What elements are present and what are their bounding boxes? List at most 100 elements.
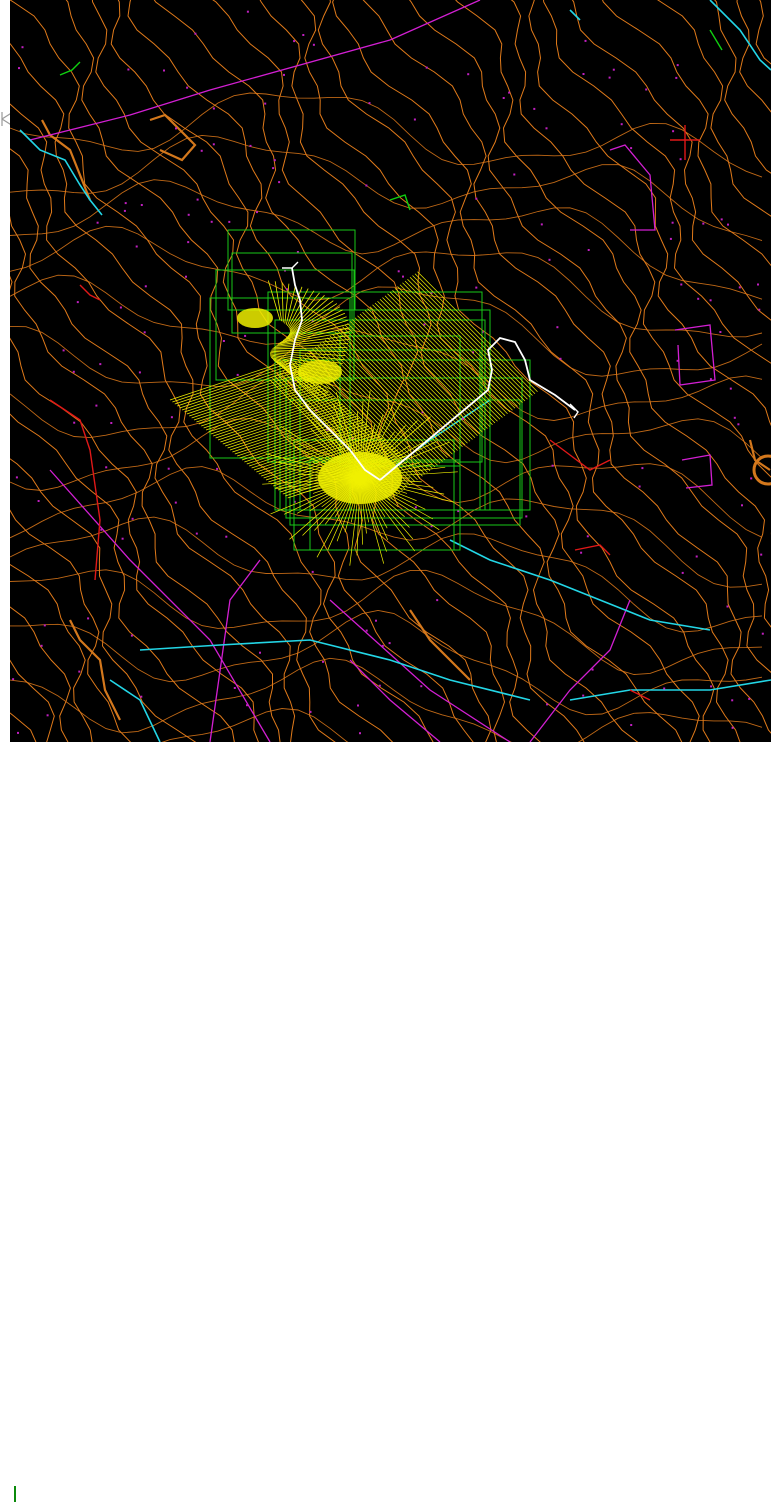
survey-point: [175, 127, 177, 129]
survey-point: [286, 288, 288, 290]
profile-line: [345, 325, 465, 445]
survey-point: [99, 363, 101, 365]
survey-point: [549, 259, 551, 261]
survey-point: [95, 405, 97, 407]
survey-point: [697, 298, 699, 300]
survey-point: [415, 506, 417, 508]
viewport-frame: [286, 378, 522, 518]
survey-point: [677, 360, 679, 362]
contour-line: [543, 0, 771, 742]
survey-point: [758, 309, 760, 311]
survey-point: [672, 130, 674, 132]
green-feature: [60, 62, 80, 75]
profile-line: [373, 305, 493, 425]
stream-line: [570, 680, 771, 700]
survey-point: [641, 467, 643, 469]
survey-point: [310, 711, 312, 713]
contour-line: [348, 0, 771, 742]
survey-point: [302, 34, 304, 36]
contour-line: [10, 0, 151, 742]
survey-point: [750, 477, 752, 479]
survey-point: [702, 223, 704, 225]
survey-point: [283, 74, 285, 76]
boundary-line: [682, 455, 712, 488]
contour-line: [10, 275, 762, 376]
contour-line: [10, 0, 43, 742]
contour-line: [10, 0, 18, 742]
contour-lines-layer: [10, 0, 771, 742]
survey-point: [22, 46, 24, 48]
profile-line: [282, 282, 283, 322]
survey-point: [762, 633, 764, 635]
contour-line: [10, 93, 762, 177]
survey-point: [721, 218, 723, 220]
survey-point: [525, 515, 527, 517]
survey-point: [588, 249, 590, 251]
survey-point: [503, 97, 505, 99]
survey-point: [168, 468, 170, 470]
stream-line: [570, 10, 580, 20]
survey-point: [730, 388, 732, 390]
survey-point: [680, 158, 682, 160]
drawing-viewport[interactable]: [10, 0, 771, 742]
profile-dense-area: [237, 308, 273, 328]
survey-point: [145, 285, 147, 287]
survey-point: [734, 417, 736, 419]
survey-point: [194, 33, 196, 35]
survey-point: [131, 635, 133, 637]
survey-point: [136, 246, 138, 248]
survey-point: [185, 276, 187, 278]
survey-point: [748, 698, 750, 700]
survey-point: [462, 418, 464, 420]
survey-point: [188, 214, 190, 216]
survey-point: [122, 538, 124, 540]
contour-line: [10, 709, 762, 743]
survey-point: [475, 287, 477, 289]
survey-point: [582, 695, 584, 697]
survey-point: [680, 284, 682, 286]
survey-point: [552, 465, 554, 467]
survey-point: [18, 67, 20, 69]
survey-point: [250, 145, 252, 147]
survey-point: [141, 204, 143, 206]
command-line[interactable]: [0, 742, 771, 762]
cad-window: [0, 0, 771, 762]
survey-point: [12, 678, 14, 680]
profile-line: [405, 281, 525, 401]
survey-point: [213, 143, 215, 145]
survey-point: [541, 223, 543, 225]
survey-point: [278, 181, 280, 183]
survey-point: [710, 685, 712, 687]
contour-line: [10, 0, 266, 742]
contour-line: [166, 0, 664, 742]
contour-line: [10, 0, 232, 742]
survey-point: [127, 69, 129, 71]
survey-point: [467, 73, 469, 75]
survey-point: [237, 374, 239, 376]
survey-point: [630, 147, 632, 149]
survey-point: [120, 307, 122, 309]
survey-point: [186, 87, 188, 89]
boundary-line: [50, 470, 270, 742]
survey-point: [110, 422, 112, 424]
drawing-svg[interactable]: [10, 0, 771, 742]
profile-line: [395, 288, 515, 408]
survey-point: [580, 552, 582, 554]
profile-line: [338, 331, 458, 451]
survey-point: [264, 103, 266, 105]
survey-point: [727, 224, 729, 226]
survey-point: [144, 331, 146, 333]
survey-point: [670, 238, 672, 240]
survey-point: [77, 301, 79, 303]
survey-point: [682, 572, 684, 574]
survey-point: [201, 150, 203, 152]
survey-point: [365, 185, 367, 187]
stream-line: [140, 640, 530, 700]
contour-line: [725, 0, 771, 742]
contour-line: [10, 0, 462, 742]
survey-point: [366, 630, 368, 632]
survey-point: [313, 44, 315, 46]
contour-line: [10, 326, 762, 420]
survey-point: [125, 202, 127, 204]
survey-point: [663, 688, 665, 690]
